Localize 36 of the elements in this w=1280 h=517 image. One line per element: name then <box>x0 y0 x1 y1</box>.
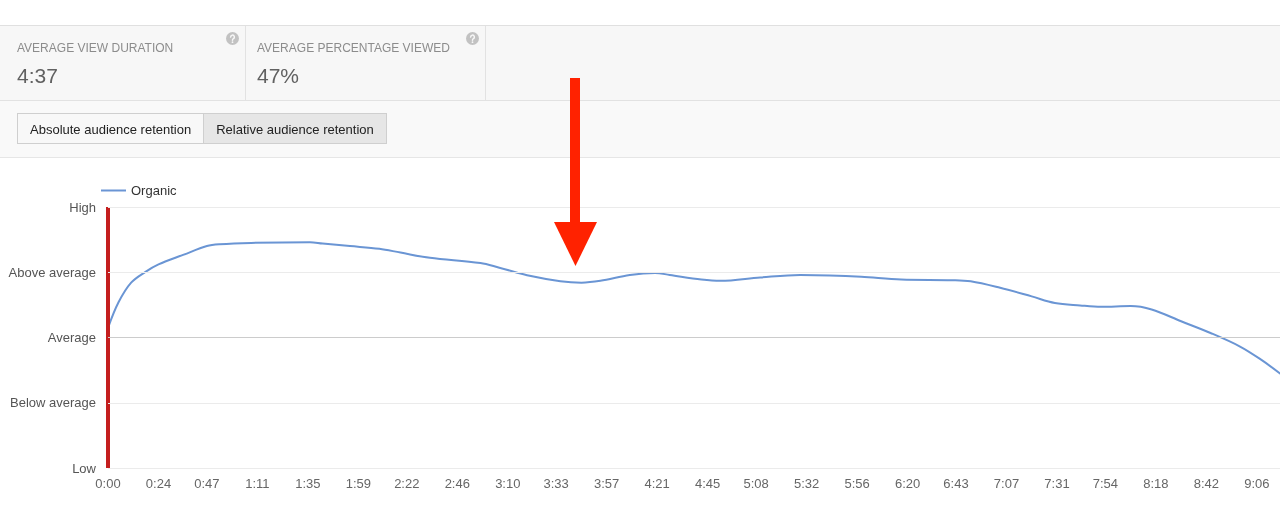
x-tick-label: 6:20 <box>894 476 921 491</box>
text: 47% <box>257 64 300 88</box>
legend-label: Organic <box>131 183 178 198</box>
ref-line-label: High <box>69 199 96 215</box>
text: AVERAGE VIEW DURATION <box>17 41 174 55</box>
ref-line-label: Above average <box>8 264 96 280</box>
x-tick-label: 2:22 <box>394 476 420 491</box>
x-tick-label: 3:57 <box>594 476 620 491</box>
x-tick-label: 7:54 <box>1092 476 1119 491</box>
x-tick-label: 0:24 <box>145 476 172 491</box>
ref-line-label: Average <box>47 330 96 345</box>
x-tick-label: 6:43 <box>943 476 969 491</box>
text: Absolute audience retention <box>17 113 205 144</box>
x-tick-label: 4:45 <box>695 476 721 491</box>
x-tick-label: 1:35 <box>295 476 321 491</box>
x-tick-label: 1:11 <box>245 476 270 491</box>
x-tick-label: 7:07 <box>993 476 1020 491</box>
x-tick-label: 1:59 <box>345 476 372 491</box>
x-tick-label: 3:33 <box>543 476 569 491</box>
x-tick-label: 4:21 <box>644 476 670 491</box>
x-tick-label: 5:32 <box>793 476 820 491</box>
x-tick-label: 0:47 <box>194 476 220 491</box>
x-tick-label: 5:08 <box>743 476 769 491</box>
ref-line-label: Low <box>72 460 97 476</box>
text: Relative audience retention <box>203 113 387 144</box>
x-tick-label: 8:42 <box>1193 476 1220 491</box>
text: AVERAGE PERCENTAGE VIEWED <box>257 41 450 55</box>
x-tick-label: 7:31 <box>1044 476 1070 491</box>
x-tick-label: 8:18 <box>1143 476 1169 491</box>
ref-line-label: Below average <box>10 395 96 411</box>
x-tick-label: 5:56 <box>844 476 870 491</box>
x-tick-label: 3:10 <box>495 476 521 491</box>
x-tick-label: 0:00 <box>95 476 121 491</box>
text: 4:37 <box>17 64 58 88</box>
x-tick-label: 2:46 <box>444 476 470 491</box>
x-tick-label: 9:06 <box>1244 476 1270 491</box>
